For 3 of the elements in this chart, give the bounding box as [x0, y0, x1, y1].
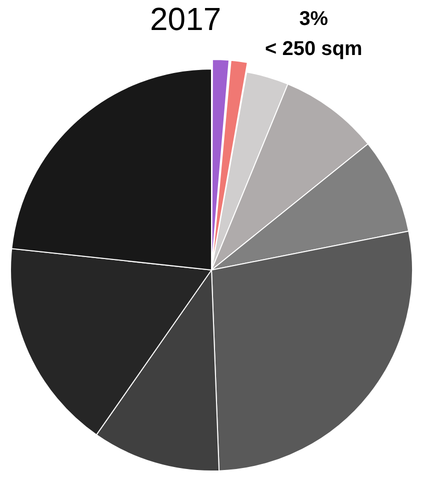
- text: 3%: [298, 7, 330, 32]
- chart-title: 2017: [150, 0, 222, 38]
- text: < 250 sqm: [265, 37, 362, 62]
